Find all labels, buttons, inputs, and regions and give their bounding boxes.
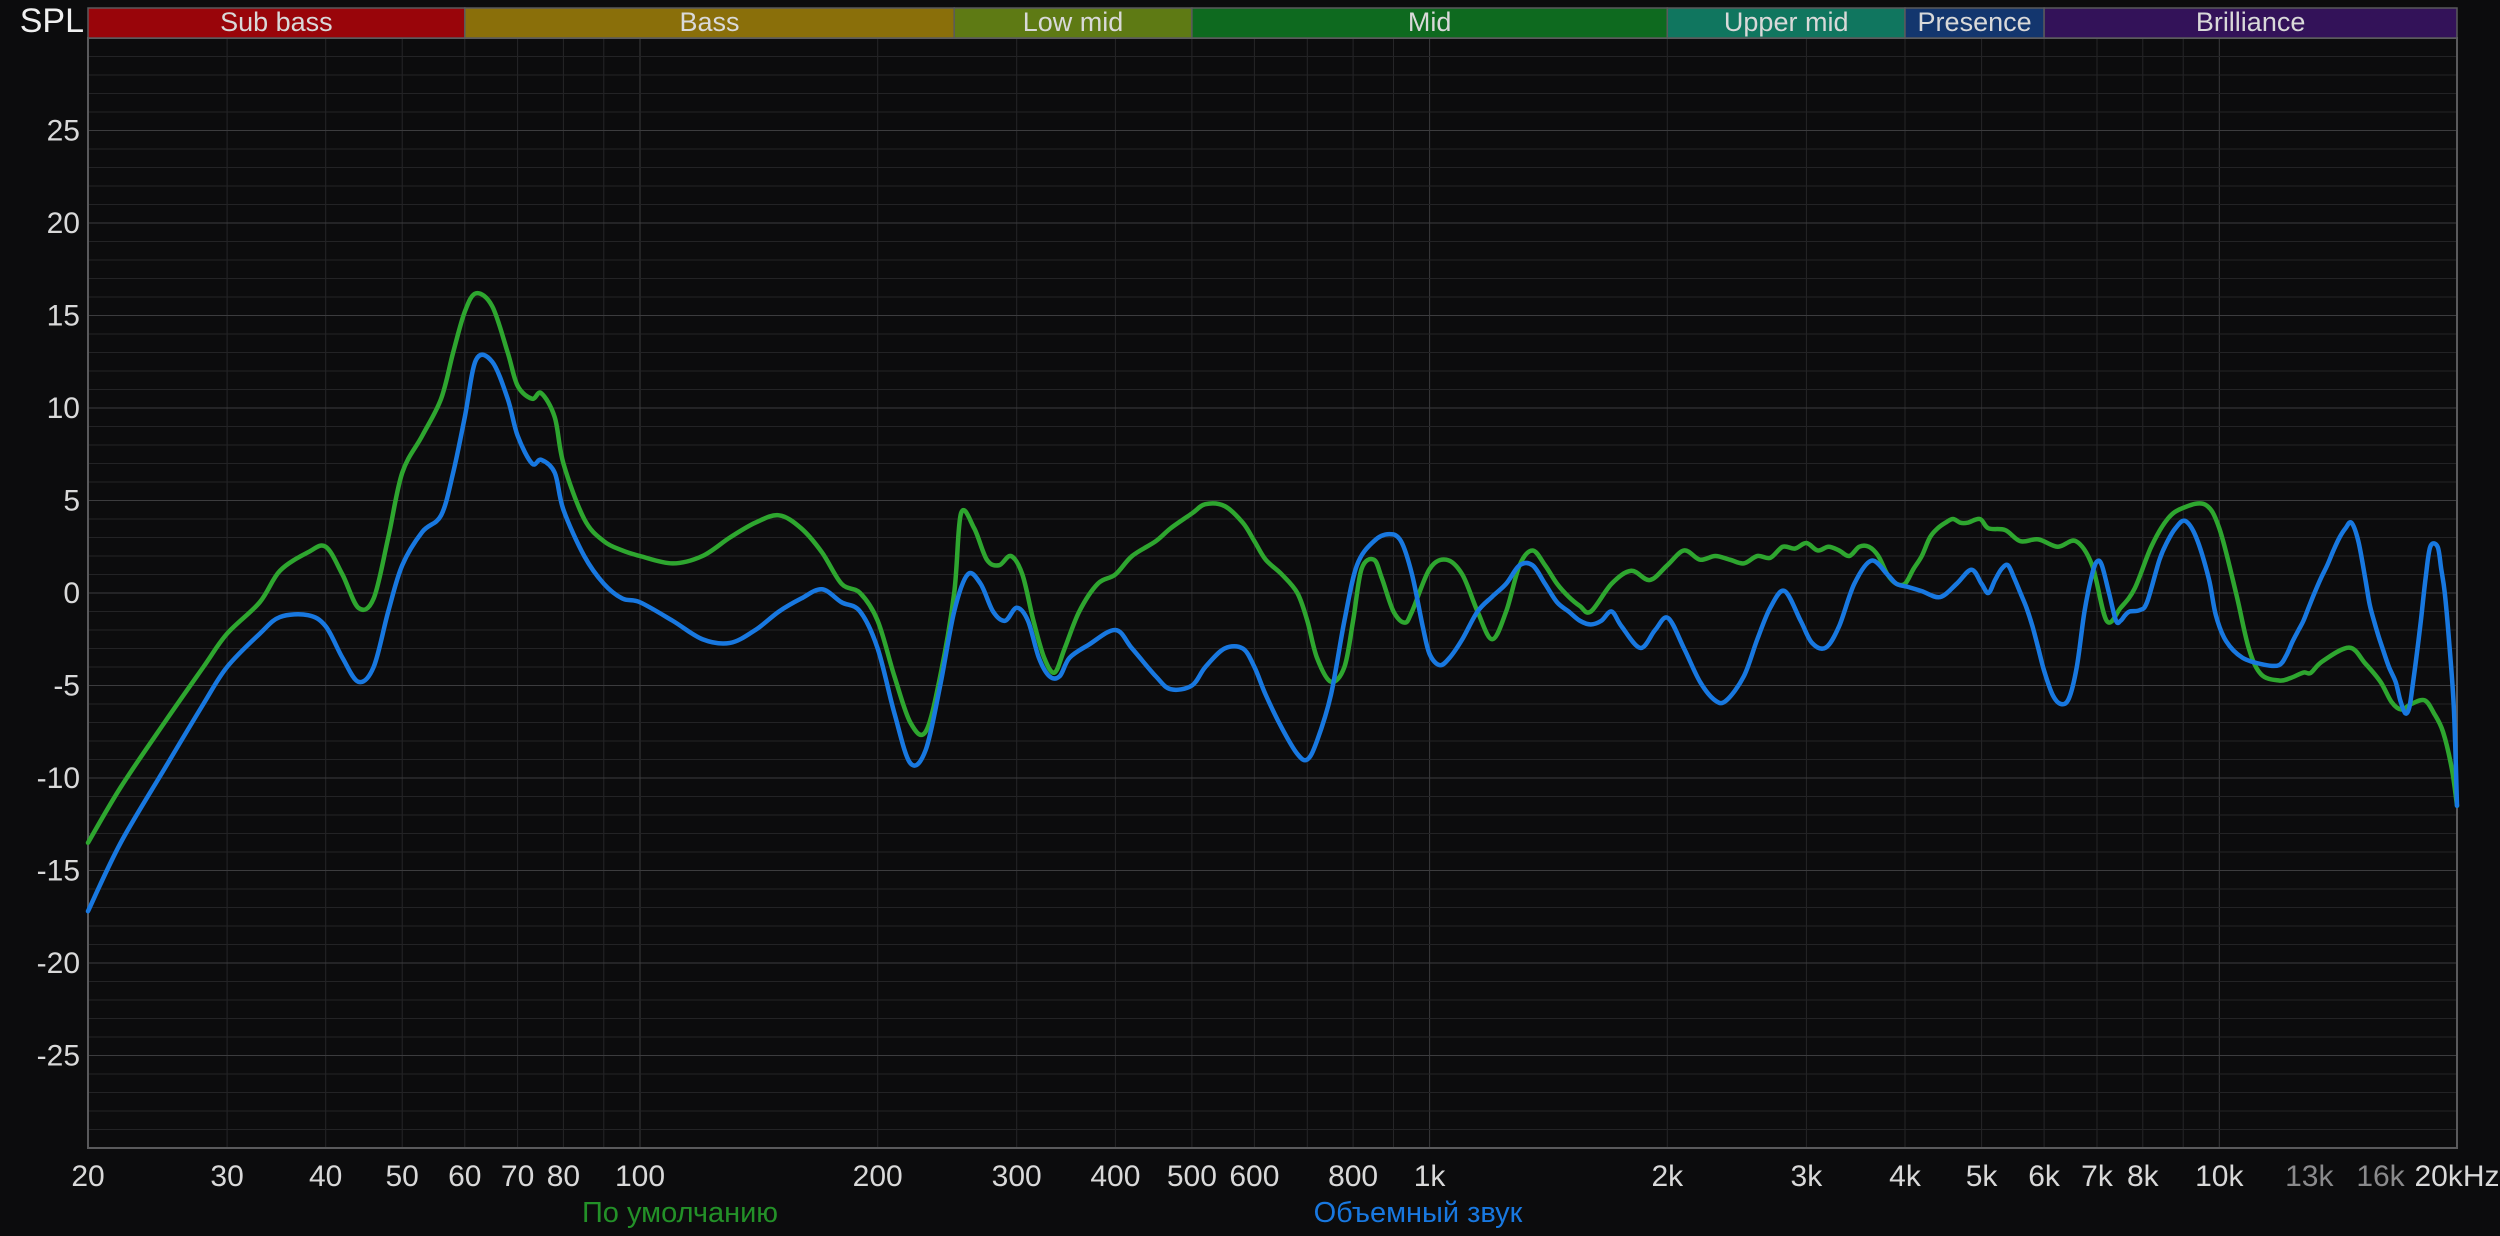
svg-text:50: 50 — [386, 1160, 419, 1193]
svg-text:-5: -5 — [53, 670, 80, 703]
svg-text:3k: 3k — [1791, 1160, 1824, 1193]
svg-text:Sub bass: Sub bass — [220, 7, 333, 37]
svg-text:13k: 13k — [2285, 1160, 2334, 1193]
svg-text:300: 300 — [992, 1160, 1042, 1193]
svg-text:400: 400 — [1090, 1160, 1140, 1193]
svg-text:-25: -25 — [37, 1040, 80, 1073]
svg-text:500: 500 — [1167, 1160, 1217, 1193]
svg-text:SPL: SPL — [20, 2, 84, 40]
svg-text:20kHz: 20kHz — [2414, 1160, 2499, 1193]
svg-text:25: 25 — [47, 115, 80, 148]
svg-text:800: 800 — [1328, 1160, 1378, 1193]
svg-text:Mid: Mid — [1408, 7, 1452, 37]
svg-text:1k: 1k — [1414, 1160, 1447, 1193]
svg-text:40: 40 — [309, 1160, 342, 1193]
svg-text:2k: 2k — [1651, 1160, 1684, 1193]
svg-text:По умолчанию: По умолчанию — [582, 1197, 778, 1229]
svg-text:7k: 7k — [2081, 1160, 2114, 1193]
svg-text:Bass: Bass — [679, 7, 739, 37]
svg-text:20: 20 — [47, 207, 80, 240]
svg-text:10: 10 — [47, 392, 80, 425]
svg-text:8k: 8k — [2127, 1160, 2160, 1193]
svg-text:15: 15 — [47, 300, 80, 333]
svg-text:100: 100 — [615, 1160, 665, 1193]
svg-text:-20: -20 — [37, 947, 80, 980]
svg-text:-15: -15 — [37, 855, 80, 888]
svg-text:80: 80 — [547, 1160, 580, 1193]
svg-text:Upper mid: Upper mid — [1724, 7, 1849, 37]
svg-text:Presence: Presence — [1918, 7, 2032, 37]
svg-text:Объемный звук: Объемный звук — [1314, 1197, 1523, 1229]
svg-text:200: 200 — [853, 1160, 903, 1193]
svg-text:600: 600 — [1229, 1160, 1279, 1193]
svg-text:16k: 16k — [2356, 1160, 2405, 1193]
svg-text:5: 5 — [63, 485, 80, 518]
svg-text:60: 60 — [448, 1160, 481, 1193]
svg-text:20: 20 — [71, 1160, 104, 1193]
svg-text:70: 70 — [501, 1160, 534, 1193]
svg-text:-10: -10 — [37, 762, 80, 795]
svg-text:Low mid: Low mid — [1023, 7, 1124, 37]
svg-text:5k: 5k — [1966, 1160, 1999, 1193]
svg-text:Brilliance: Brilliance — [2196, 7, 2306, 37]
svg-text:0: 0 — [63, 577, 80, 610]
svg-text:4k: 4k — [1889, 1160, 1922, 1193]
svg-text:6k: 6k — [2028, 1160, 2061, 1193]
svg-text:30: 30 — [210, 1160, 243, 1193]
svg-text:10k: 10k — [2195, 1160, 2244, 1193]
